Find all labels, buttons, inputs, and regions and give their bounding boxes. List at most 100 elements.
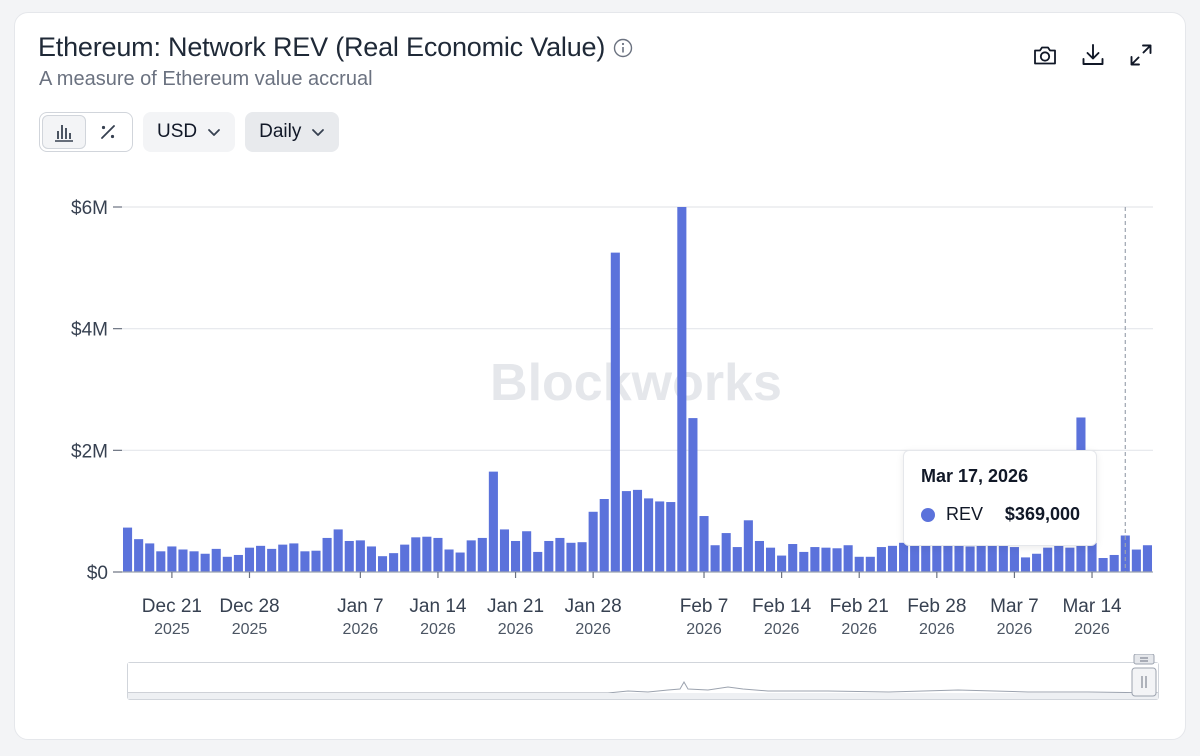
- rev-bar[interactable]: [1054, 543, 1064, 572]
- rev-bar[interactable]: [998, 542, 1008, 572]
- rev-bar[interactable]: [389, 553, 399, 572]
- rev-bar[interactable]: [987, 540, 997, 572]
- rev-bar[interactable]: [699, 516, 709, 572]
- rev-bar[interactable]: [932, 539, 942, 572]
- rev-bar[interactable]: [588, 511, 598, 572]
- rev-bar[interactable]: [499, 529, 510, 572]
- rev-bar[interactable]: [322, 537, 332, 572]
- rev-bar[interactable]: [1065, 547, 1075, 572]
- rev-bar[interactable]: [233, 554, 243, 572]
- rev-bar[interactable]: [721, 533, 731, 572]
- rev-bar[interactable]: [244, 547, 255, 572]
- rev-bar[interactable]: [655, 501, 665, 572]
- rev-bar[interactable]: [799, 551, 809, 572]
- rev-bar[interactable]: [910, 542, 920, 572]
- rev-bar[interactable]: [810, 547, 820, 572]
- bar-chart-toggle[interactable]: [42, 115, 86, 149]
- rev-bar[interactable]: [211, 548, 221, 572]
- rev-bar[interactable]: [289, 543, 299, 572]
- rev-bar[interactable]: [743, 520, 753, 572]
- rev-bar[interactable]: [300, 551, 310, 572]
- rev-bar[interactable]: [1009, 547, 1019, 572]
- rev-bar[interactable]: [433, 537, 443, 572]
- rev-bar[interactable]: [1131, 549, 1141, 572]
- rev-bar[interactable]: [178, 549, 188, 572]
- rev-bar[interactable]: [1032, 553, 1042, 572]
- rev-bar[interactable]: [1109, 554, 1119, 572]
- rev-bar[interactable]: [577, 542, 587, 572]
- rev-bar[interactable]: [122, 527, 133, 572]
- rev-bar[interactable]: [1020, 557, 1031, 572]
- rev-bar[interactable]: [189, 551, 199, 572]
- rev-bar[interactable]: [522, 531, 532, 572]
- rev-bar[interactable]: [256, 545, 266, 572]
- rev-bar[interactable]: [488, 471, 498, 572]
- rev-bar[interactable]: [754, 540, 764, 572]
- rev-bar[interactable]: [921, 545, 931, 572]
- rev-bar[interactable]: [788, 544, 798, 572]
- percent-toggle[interactable]: [86, 115, 130, 149]
- range-navigator[interactable]: [127, 662, 1159, 700]
- rev-bar[interactable]: [156, 551, 166, 572]
- rev-bar[interactable]: [278, 544, 288, 572]
- navigator-handle[interactable]: [1130, 654, 1158, 700]
- rev-bar[interactable]: [632, 489, 643, 572]
- rev-bar[interactable]: [145, 543, 155, 572]
- rev-bar[interactable]: [566, 542, 576, 572]
- rev-bar[interactable]: [544, 540, 554, 572]
- rev-bar[interactable]: [344, 540, 354, 572]
- rev-bar[interactable]: [887, 545, 898, 572]
- rev-bar[interactable]: [422, 536, 432, 572]
- rev-bar[interactable]: [444, 549, 454, 572]
- rev-bar[interactable]: [267, 548, 277, 572]
- rev-bar[interactable]: [366, 546, 376, 572]
- rev-bar[interactable]: [688, 418, 698, 572]
- rev-bar[interactable]: [466, 540, 476, 572]
- rev-bar[interactable]: [943, 542, 953, 572]
- rev-bar[interactable]: [599, 499, 609, 572]
- info-icon[interactable]: [613, 38, 633, 58]
- currency-select[interactable]: USD: [143, 112, 236, 152]
- rev-bar[interactable]: [1142, 545, 1153, 572]
- rev-bar[interactable]: [377, 556, 388, 572]
- rev-bar[interactable]: [167, 546, 177, 572]
- rev-bar[interactable]: [666, 502, 676, 572]
- rev-bar[interactable]: [610, 252, 620, 572]
- rev-bar[interactable]: [732, 547, 742, 572]
- rev-bar[interactable]: [455, 552, 465, 572]
- interval-select[interactable]: Daily: [245, 112, 340, 152]
- rev-bar[interactable]: [1043, 547, 1053, 572]
- rev-bar[interactable]: [821, 547, 831, 572]
- rev-bar[interactable]: [1087, 542, 1097, 572]
- rev-bar[interactable]: [411, 537, 421, 572]
- rev-bar[interactable]: [710, 545, 720, 572]
- rev-bar[interactable]: [832, 548, 842, 572]
- rev-bar[interactable]: [965, 546, 975, 572]
- rev-bar[interactable]: [876, 547, 886, 572]
- rev-bar[interactable]: [899, 542, 909, 572]
- rev-bar[interactable]: [765, 547, 776, 572]
- download-icon[interactable]: [1080, 42, 1106, 68]
- rev-bar[interactable]: [311, 550, 321, 572]
- rev-bar[interactable]: [954, 540, 964, 572]
- rev-bar[interactable]: [477, 537, 487, 572]
- rev-bar[interactable]: [400, 544, 410, 572]
- camera-icon[interactable]: [1032, 42, 1058, 68]
- rev-bar[interactable]: [200, 553, 210, 572]
- rev-bar[interactable]: [1098, 558, 1108, 572]
- rev-bar[interactable]: [865, 556, 875, 572]
- rev-bar[interactable]: [134, 539, 144, 572]
- rev-bar[interactable]: [777, 555, 787, 572]
- rev-bar[interactable]: [333, 529, 343, 572]
- rev-bar[interactable]: [644, 498, 654, 572]
- rev-bar[interactable]: [621, 491, 631, 572]
- rev-bar[interactable]: [854, 556, 864, 572]
- rev-bar[interactable]: [555, 537, 565, 572]
- rev-bar[interactable]: [222, 556, 232, 572]
- rev-bar[interactable]: [355, 540, 365, 572]
- rev-bar[interactable]: [677, 207, 687, 572]
- rev-bar[interactable]: [976, 542, 986, 572]
- expand-icon[interactable]: [1128, 42, 1154, 68]
- rev-bar[interactable]: [511, 540, 521, 572]
- rev-bar[interactable]: [843, 545, 853, 572]
